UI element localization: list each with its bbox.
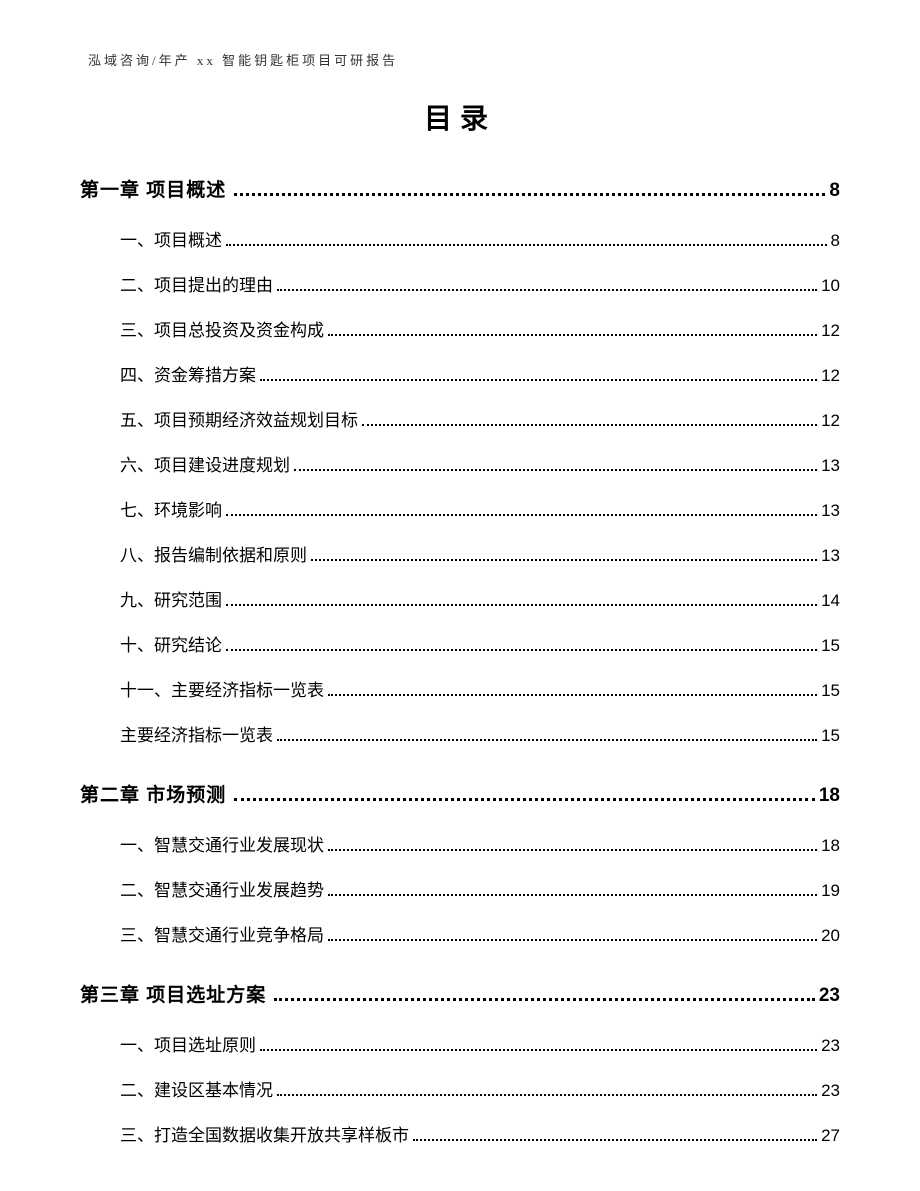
toc-leader-dots: [234, 192, 825, 196]
toc-label: 三、项目总投资及资金构成: [120, 316, 324, 341]
toc-label: 二、智慧交通行业发展趋势: [120, 876, 324, 901]
toc-page-number: 18: [821, 836, 840, 856]
toc-leader-dots: [226, 243, 827, 246]
toc-label: 九、研究范围: [120, 586, 222, 611]
toc-page-number: 27: [821, 1126, 840, 1146]
toc-label: 第三章 项目选址方案: [80, 980, 266, 1007]
toc-page-number: 15: [821, 681, 840, 701]
page-header: 泓域咨询/年产 xx 智能钥匙柜项目可研报告: [88, 50, 840, 69]
toc-entry: 七、环境影响 13: [120, 496, 840, 521]
toc-page-number: 15: [821, 636, 840, 656]
toc-leader-dots: [328, 938, 817, 941]
toc-page-number: 15: [821, 726, 840, 746]
toc-label: 五、项目预期经济效益规划目标: [120, 406, 358, 431]
toc-entry: 一、项目概述 8: [120, 226, 840, 251]
toc-page-number: 20: [821, 926, 840, 946]
toc-leader-dots: [226, 648, 817, 651]
toc-page-number: 23: [821, 1081, 840, 1101]
toc-leader-dots: [226, 603, 817, 606]
toc-leader-dots: [413, 1138, 817, 1141]
toc-page-number: 10: [821, 276, 840, 296]
toc-label: 八、报告编制依据和原则: [120, 541, 307, 566]
toc-entry: 十一、主要经济指标一览表 15: [120, 676, 840, 701]
toc-label: 三、智慧交通行业竞争格局: [120, 921, 324, 946]
toc-leader-dots: [294, 468, 817, 471]
toc-leader-dots: [260, 1048, 817, 1051]
toc-entry: 四、资金筹措方案 12: [120, 361, 840, 386]
toc-label: 主要经济指标一览表: [120, 721, 273, 746]
document-page: 泓域咨询/年产 xx 智能钥匙柜项目可研报告 目录 第一章 项目概述8一、项目概…: [0, 0, 920, 1191]
toc-label: 三、打造全国数据收集开放共享样板市: [120, 1121, 409, 1146]
toc-leader-dots: [277, 738, 817, 741]
toc-entry: 三、打造全国数据收集开放共享样板市 27: [120, 1121, 840, 1146]
toc-leader-dots: [311, 558, 817, 561]
toc-entry: 一、项目选址原则 23: [120, 1031, 840, 1056]
toc-page-number: 23: [819, 985, 840, 1007]
toc-page-number: 12: [821, 321, 840, 341]
toc-label: 一、项目选址原则: [120, 1031, 256, 1056]
toc-chapter: 第三章 项目选址方案 23: [80, 980, 840, 1007]
toc-label: 六、项目建设进度规划: [120, 451, 290, 476]
toc-page-number: 8: [829, 180, 840, 202]
toc-leader-dots: [277, 288, 817, 291]
toc-label: 二、建设区基本情况: [120, 1076, 273, 1101]
toc-label: 十一、主要经济指标一览表: [120, 676, 324, 701]
toc-leader-dots: [260, 378, 817, 381]
toc-leader-dots: [226, 513, 817, 516]
toc-entry: 六、项目建设进度规划 13: [120, 451, 840, 476]
toc-leader-dots: [328, 333, 817, 336]
toc-entry: 三、项目总投资及资金构成 12: [120, 316, 840, 341]
toc-label: 四、资金筹措方案: [120, 361, 256, 386]
toc-entry: 五、项目预期经济效益规划目标 12: [120, 406, 840, 431]
toc-page-number: 14: [821, 591, 840, 611]
toc-entry: 二、智慧交通行业发展趋势 19: [120, 876, 840, 901]
toc-page-number: 8: [831, 231, 840, 251]
toc-label: 七、环境影响: [120, 496, 222, 521]
toc-page-number: 13: [821, 456, 840, 476]
toc-leader-dots: [328, 893, 817, 896]
toc-leader-dots: [274, 997, 815, 1001]
toc-entry: 一、智慧交通行业发展现状 18: [120, 831, 840, 856]
toc-page-number: 12: [821, 411, 840, 431]
toc-label: 第二章 市场预测: [80, 780, 226, 807]
toc-chapter: 第二章 市场预测 18: [80, 780, 840, 807]
toc-title: 目录: [80, 97, 840, 137]
toc-label: 一、项目概述: [120, 226, 222, 251]
toc-page-number: 19: [821, 881, 840, 901]
toc-entry: 二、建设区基本情况 23: [120, 1076, 840, 1101]
toc-leader-dots: [277, 1093, 817, 1096]
toc-page-number: 12: [821, 366, 840, 386]
toc-label: 十、研究结论: [120, 631, 222, 656]
toc-label: 二、项目提出的理由: [120, 271, 273, 296]
toc-entry: 二、项目提出的理由 10: [120, 271, 840, 296]
toc-leader-dots: [362, 423, 817, 426]
toc-entry: 八、报告编制依据和原则 13: [120, 541, 840, 566]
toc-label: 一、智慧交通行业发展现状: [120, 831, 324, 856]
toc-container: 第一章 项目概述 8 一、项目概述 8 二、项目提出的理由 10 三、项目总投资及资金构成 1…: [80, 175, 840, 1146]
toc-leader-dots: [234, 797, 815, 801]
toc-leader-dots: [328, 693, 817, 696]
toc-entry: 十、研究结论 15: [120, 631, 840, 656]
toc-page-number: 13: [821, 546, 840, 566]
toc-entry: 主要经济指标一览表 15: [120, 721, 840, 746]
toc-leader-dots: [328, 848, 817, 851]
toc-entry: 三、智慧交通行业竞争格局 20: [120, 921, 840, 946]
toc-chapter: 第一章 项目概述 8: [80, 175, 840, 202]
toc-label: 第一章 项目概述: [80, 175, 226, 202]
toc-page-number: 13: [821, 501, 840, 521]
toc-page-number: 23: [821, 1036, 840, 1056]
toc-entry: 九、研究范围 14: [120, 586, 840, 611]
toc-page-number: 18: [819, 785, 840, 807]
